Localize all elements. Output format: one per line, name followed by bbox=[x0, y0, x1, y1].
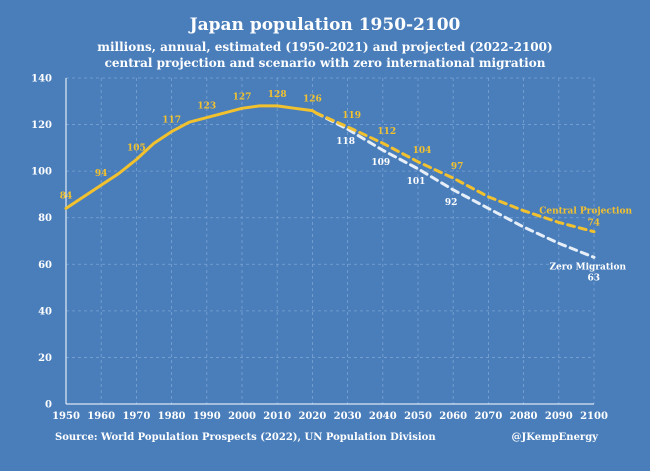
x-tick-label: 2090 bbox=[545, 411, 573, 422]
data-label-estimate: 117 bbox=[162, 116, 181, 126]
end-label-central-projection-value: 74 bbox=[587, 219, 600, 229]
data-label-estimate: 127 bbox=[233, 92, 252, 102]
data-label-estimate: 105 bbox=[127, 144, 146, 154]
y-tick-label: 0 bbox=[45, 400, 52, 411]
x-tick-label: 2000 bbox=[228, 411, 256, 422]
data-label-zero: 109 bbox=[371, 158, 390, 168]
y-tick-label: 140 bbox=[31, 74, 52, 85]
series-estimate-line bbox=[64, 104, 318, 210]
gridlines bbox=[66, 77, 595, 404]
data-label-zero: 92 bbox=[445, 198, 458, 208]
x-tick-label: 2040 bbox=[369, 411, 397, 422]
series-central-projection-line bbox=[314, 111, 596, 234]
data-label-central: 112 bbox=[377, 127, 396, 137]
y-tick-label: 80 bbox=[38, 213, 52, 224]
x-tick-label: 2070 bbox=[474, 411, 502, 422]
x-tick-label: 1970 bbox=[122, 411, 150, 422]
data-label-estimate: 94 bbox=[95, 169, 108, 179]
data-label-estimate: 128 bbox=[268, 90, 287, 100]
x-tick-label: 1950 bbox=[52, 411, 80, 422]
data-labels: 84 94 105 117 123 127 128 126 119 112 104 97 118 109 1… bbox=[60, 90, 633, 283]
credit-handle: @JKempEnergy bbox=[512, 432, 600, 443]
end-label-zero-migration-value: 63 bbox=[587, 273, 600, 283]
data-label-central: 97 bbox=[451, 162, 464, 172]
y-tick-label: 60 bbox=[38, 260, 52, 271]
x-tick-label: 2030 bbox=[334, 411, 362, 422]
y-tick-label: 20 bbox=[38, 353, 52, 364]
y-tick-label: 120 bbox=[31, 120, 52, 131]
data-label-estimate: 123 bbox=[197, 102, 216, 112]
x-tick-label: 1960 bbox=[87, 411, 115, 422]
x-tick-label: 2100 bbox=[580, 411, 608, 422]
data-label-central: 104 bbox=[413, 146, 432, 156]
data-label-zero: 118 bbox=[336, 137, 355, 147]
series-zero-migration-line bbox=[314, 111, 596, 259]
y-tick-label: 100 bbox=[31, 167, 52, 178]
data-label-estimate: 84 bbox=[60, 191, 73, 201]
data-label-central: 119 bbox=[342, 111, 361, 121]
x-tick-label: 1990 bbox=[193, 411, 221, 422]
data-label-estimate: 126 bbox=[303, 95, 322, 105]
y-tick-label: 40 bbox=[38, 306, 52, 317]
series-lines bbox=[64, 104, 596, 259]
x-tick-label: 2020 bbox=[298, 411, 326, 422]
x-tick-label: 2050 bbox=[404, 411, 432, 422]
end-label-zero-migration-name: Zero Migration bbox=[549, 262, 626, 272]
chart-subtitle-line-1: millions, annual, estimated (1950-2021) … bbox=[97, 40, 552, 54]
data-label-zero: 101 bbox=[407, 177, 426, 187]
source-note: Source: World Population Prospects (2022… bbox=[55, 432, 436, 443]
x-tick-label: 1980 bbox=[158, 411, 186, 422]
chart-title: Japan population 1950-2100 bbox=[188, 15, 461, 35]
chart-subtitle-line-2: central projection and scenario with zer… bbox=[105, 56, 546, 70]
x-tick-label: 2010 bbox=[263, 411, 291, 422]
x-tick-label: 2080 bbox=[510, 411, 538, 422]
end-label-central-projection-name: Central Projection bbox=[539, 207, 632, 217]
x-tick-label: 2060 bbox=[439, 411, 467, 422]
